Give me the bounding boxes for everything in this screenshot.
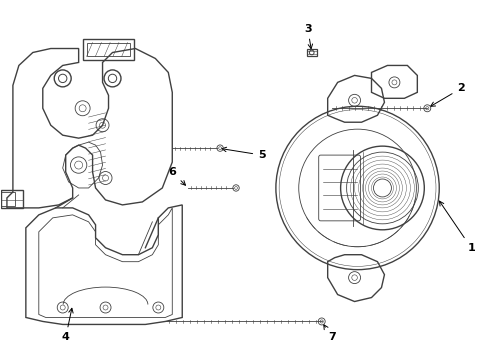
Text: 3: 3 bbox=[304, 24, 313, 49]
Text: 5: 5 bbox=[222, 147, 266, 160]
Text: 7: 7 bbox=[324, 325, 336, 342]
Text: 6: 6 bbox=[169, 167, 186, 185]
Text: 1: 1 bbox=[440, 201, 475, 253]
Text: 2: 2 bbox=[431, 84, 465, 106]
Text: 4: 4 bbox=[62, 308, 73, 342]
